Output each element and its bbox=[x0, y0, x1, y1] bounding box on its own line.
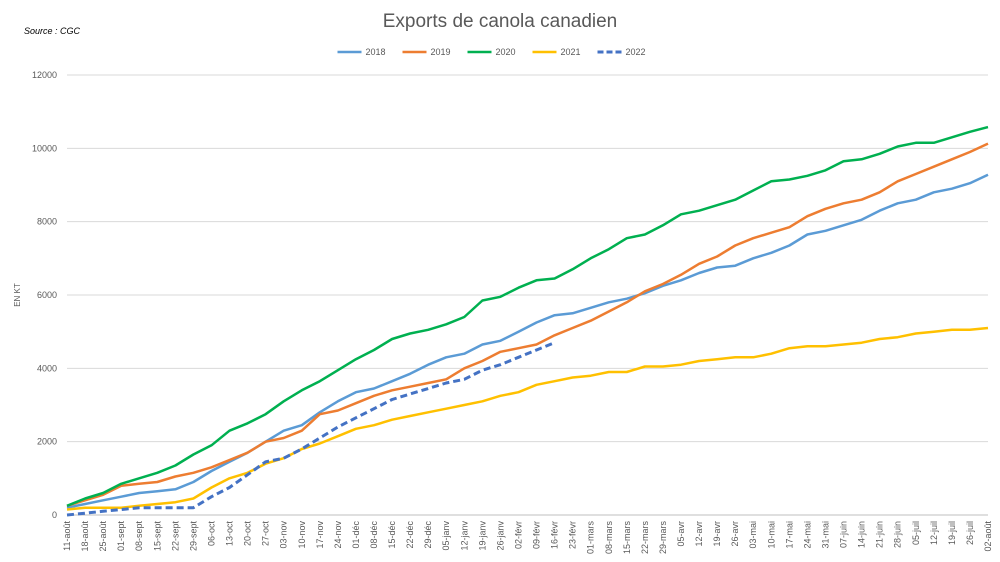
series-line bbox=[66, 173, 989, 509]
x-tick-label: 26-juil bbox=[965, 521, 975, 545]
x-tick-label: 05-avr bbox=[676, 521, 686, 547]
x-tick-label: 29-sept bbox=[188, 521, 198, 552]
x-tick-label: 05-janv bbox=[441, 521, 451, 551]
x-tick-label: 14-juin bbox=[857, 521, 867, 548]
y-tick-label: 4000 bbox=[37, 363, 57, 373]
x-tick-label: 12-janv bbox=[459, 521, 469, 551]
x-tick-label: 15-sept bbox=[152, 521, 162, 552]
x-tick-label: 29-déc bbox=[423, 521, 433, 549]
x-tick-label: 22-déc bbox=[405, 521, 415, 549]
x-tick-label: 21-juin bbox=[875, 521, 885, 548]
y-tick-label: 12000 bbox=[32, 70, 57, 80]
legend-label: 2020 bbox=[496, 47, 516, 57]
x-tick-label: 20-oct bbox=[243, 521, 253, 547]
x-tick-label: 26-avr bbox=[730, 521, 740, 547]
x-tick-label: 08-déc bbox=[369, 521, 379, 549]
series-line bbox=[66, 326, 989, 511]
x-tick-label: 25-août bbox=[98, 521, 108, 552]
series-line bbox=[66, 125, 989, 507]
x-tick-label: 02-août bbox=[983, 521, 993, 552]
legend-label: 2018 bbox=[366, 47, 386, 57]
x-tick-label: 12-juil bbox=[929, 521, 939, 545]
y-tick-label: 8000 bbox=[37, 217, 57, 227]
x-tick-label: 24-nov bbox=[333, 521, 343, 549]
y-tick-label: 2000 bbox=[37, 437, 57, 447]
x-tick-label: 08-sept bbox=[134, 521, 144, 552]
x-tick-label: 10-nov bbox=[297, 521, 307, 549]
x-tick-label: 17-nov bbox=[315, 521, 325, 549]
x-tick-label: 26-janv bbox=[495, 521, 505, 551]
series-line bbox=[66, 142, 989, 507]
x-tick-label: 01-sept bbox=[116, 521, 126, 552]
x-tick-label: 15-mars bbox=[622, 521, 632, 555]
x-tick-label: 11-août bbox=[62, 521, 72, 551]
x-tick-label: 18-août bbox=[80, 521, 90, 552]
x-tick-label: 12-avr bbox=[694, 521, 704, 547]
x-tick-label: 15-déc bbox=[387, 521, 397, 549]
x-tick-label: 10-mai bbox=[766, 521, 776, 549]
x-tick-label: 17-mai bbox=[784, 521, 794, 549]
x-tick-label: 02-févr bbox=[513, 521, 523, 549]
y-tick-label: 10000 bbox=[32, 143, 57, 153]
x-tick-label: 19-janv bbox=[477, 521, 487, 551]
legend-label: 2021 bbox=[561, 47, 581, 57]
y-tick-label: 0 bbox=[52, 510, 57, 520]
legend-label: 2019 bbox=[431, 47, 451, 57]
x-tick-label: 31-mai bbox=[820, 521, 830, 549]
x-tick-label: 13-oct bbox=[225, 521, 235, 547]
x-tick-label: 22-sept bbox=[170, 521, 180, 552]
x-tick-label: 29-mars bbox=[658, 521, 668, 555]
x-tick-label: 19-juil bbox=[947, 521, 957, 545]
x-tick-label: 01-déc bbox=[351, 521, 361, 549]
source-note: Source : CGC bbox=[24, 26, 81, 36]
legend-label: 2022 bbox=[626, 47, 646, 57]
x-tick-label: 06-oct bbox=[206, 521, 216, 547]
x-tick-label: 22-mars bbox=[640, 521, 650, 555]
y-tick-label: 6000 bbox=[37, 290, 57, 300]
y-axis-label: EN KT bbox=[13, 283, 22, 307]
x-tick-label: 19-avr bbox=[712, 521, 722, 547]
x-tick-label: 24-mai bbox=[802, 521, 812, 549]
x-tick-label: 09-févr bbox=[532, 521, 542, 549]
series-line bbox=[66, 341, 556, 517]
x-tick-label: 27-oct bbox=[261, 521, 271, 547]
x-tick-label: 03-mai bbox=[748, 521, 758, 549]
x-tick-label: 16-févr bbox=[550, 521, 560, 549]
x-tick-label: 08-mars bbox=[604, 521, 614, 555]
x-tick-label: 07-juin bbox=[839, 521, 849, 548]
x-tick-label: 23-févr bbox=[568, 521, 578, 549]
x-tick-label: 28-juin bbox=[893, 521, 903, 548]
x-tick-label: 05-juil bbox=[911, 521, 921, 545]
x-tick-label: 01-mars bbox=[586, 521, 596, 555]
chart-title: Exports de canola canadien bbox=[383, 11, 618, 32]
x-tick-label: 03-nov bbox=[279, 521, 289, 549]
